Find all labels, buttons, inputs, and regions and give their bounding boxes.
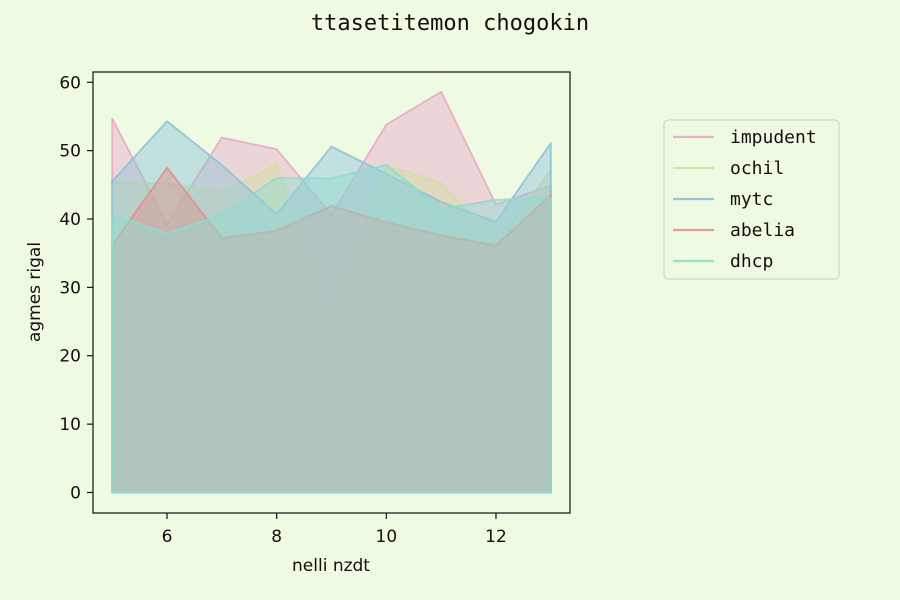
chart-title: ttasetitemon chogokin bbox=[311, 11, 589, 36]
x-tick-label: 8 bbox=[271, 527, 282, 547]
y-tick-label: 20 bbox=[59, 347, 81, 367]
legend-label-abelia: abelia bbox=[730, 220, 795, 241]
x-tick-label: 12 bbox=[485, 527, 507, 547]
area-dhcp bbox=[111, 164, 552, 494]
plot-frame bbox=[92, 71, 571, 514]
legend-label-impudent: impudent bbox=[730, 127, 817, 148]
y-tick-label: 0 bbox=[70, 483, 81, 503]
y-axis-label: agmes rigal bbox=[25, 242, 45, 342]
legend-label-ochil: ochil bbox=[730, 158, 784, 179]
legend-box bbox=[663, 119, 840, 280]
x-axis: 6 8 10 12 bbox=[162, 513, 507, 547]
y-tick-label: 10 bbox=[59, 415, 81, 435]
y-tick-label: 30 bbox=[59, 278, 81, 298]
plot-area bbox=[111, 90, 552, 494]
y-axis: 0 10 20 30 40 50 60 bbox=[59, 73, 93, 503]
legend: impudent ochil mytc abelia dhcp bbox=[663, 119, 840, 280]
x-tick-label: 6 bbox=[162, 527, 173, 547]
y-tick-label: 60 bbox=[59, 73, 81, 93]
x-tick-label: 10 bbox=[376, 527, 398, 547]
y-tick-label: 50 bbox=[59, 142, 81, 162]
legend-label-mytc: mytc bbox=[730, 189, 773, 210]
legend-label-dhcp: dhcp bbox=[730, 251, 773, 272]
y-tick-label: 40 bbox=[59, 210, 81, 230]
x-axis-label: nelli nzdt bbox=[292, 556, 370, 576]
